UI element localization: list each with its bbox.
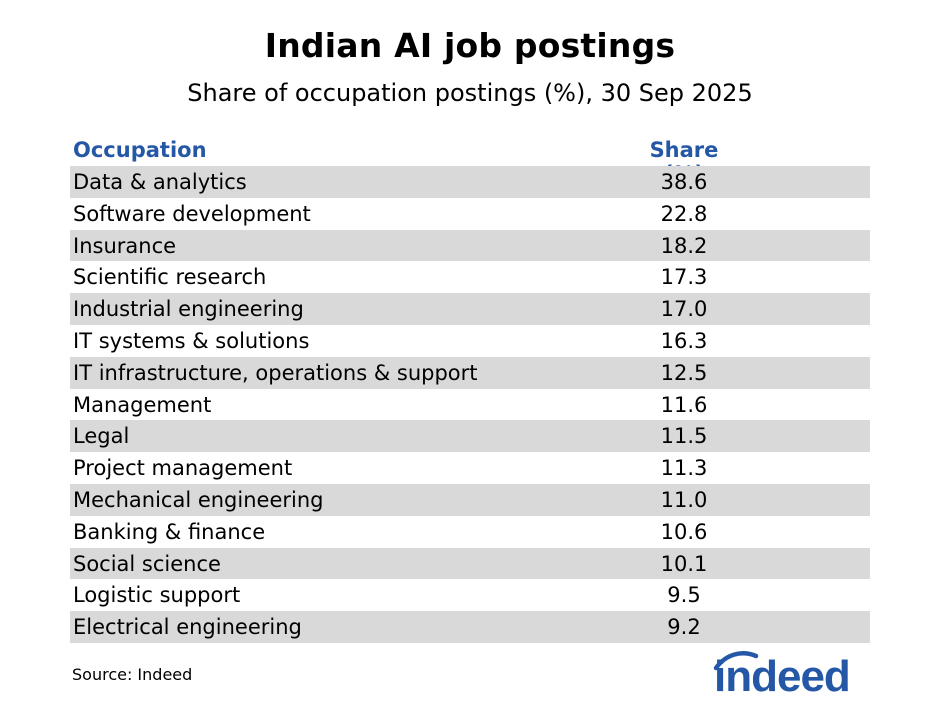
table-row: Mechanical engineering 11.0 xyxy=(70,483,870,516)
occupation-cell: Legal xyxy=(73,424,130,449)
occupation-cell: Banking & finance xyxy=(73,519,266,544)
occupation-cell: IT systems & solutions xyxy=(73,328,310,353)
table-row: Management 11.6 xyxy=(70,389,870,421)
table-header: Occupation Share (%) xyxy=(70,134,870,186)
table-row: Insurance 18.2 xyxy=(70,229,870,262)
occupation-cell: Project management xyxy=(73,456,293,481)
table-row: Software development 22.8 xyxy=(70,198,870,230)
chart-title: Indian AI job postings xyxy=(264,26,676,65)
share-cell: 11.6 xyxy=(660,392,708,417)
occupation-cell: Industrial engineering xyxy=(73,297,304,322)
indeed-logo-mark: indeed xyxy=(713,651,851,701)
share-cell: 11.3 xyxy=(660,456,708,481)
occupation-cell: Management xyxy=(73,392,212,417)
table-row: Logistic support 9.5 xyxy=(70,579,870,611)
share-cell: 10.6 xyxy=(660,519,708,544)
share-cell: 38.6 xyxy=(660,170,708,194)
share-cell: 17.3 xyxy=(660,265,708,290)
indeed-logo: indeed xyxy=(712,646,872,702)
occupation-cell: Electrical engineering xyxy=(73,615,302,640)
share-cell: 12.5 xyxy=(660,360,708,385)
share-cell: 11.5 xyxy=(660,424,708,449)
data-table: Occupation Share (%) Data & analytics 38.… xyxy=(70,134,870,643)
share-cell: 11.0 xyxy=(660,487,708,512)
table-row: Scientific research 17.3 xyxy=(70,261,870,293)
chart-subtitle: Share of occupation postings (%), 30 Sep… xyxy=(187,79,753,107)
share-cell: 22.8 xyxy=(660,201,708,226)
occupation-cell: Data & analytics xyxy=(73,170,247,194)
table-body: Data & analytics 38.6 Software development… xyxy=(70,166,870,643)
share-cell: 16.3 xyxy=(660,328,708,353)
occupation-cell: IT infrastructure, operations & support xyxy=(73,360,478,385)
table-row: Banking & finance 10.6 xyxy=(70,516,870,548)
table-row: Industrial engineering 17.0 xyxy=(70,293,870,325)
share-cell: 17.0 xyxy=(660,297,708,322)
table-row: IT infrastructure, operations & support 1… xyxy=(70,356,870,389)
occupation-cell: Mechanical engineering xyxy=(73,487,324,512)
share-cell: 9.2 xyxy=(667,615,701,640)
share-cell: 18.2 xyxy=(660,233,708,258)
logo-wordmark: indeed xyxy=(714,652,850,698)
table-row: Project management 11.3 xyxy=(70,452,870,484)
table-row: Data & analytics 38.6 xyxy=(70,166,870,198)
table-row: Legal 11.5 xyxy=(70,420,870,453)
occupation-cell: Social science xyxy=(73,551,221,576)
occupation-cell: Scientific research xyxy=(73,265,267,290)
table-row: Electrical engineering 9.2 xyxy=(70,611,870,643)
table-row: Social science 10.1 xyxy=(70,547,870,580)
column-header-occupation: Occupation xyxy=(73,138,207,162)
occupation-cell: Insurance xyxy=(73,233,177,258)
source-note: Source: Indeed xyxy=(72,665,193,684)
table-row: IT systems & solutions 16.3 xyxy=(70,325,870,357)
share-cell: 9.5 xyxy=(667,583,701,608)
occupation-cell: Logistic support xyxy=(73,583,241,608)
occupation-cell: Software development xyxy=(73,201,311,226)
share-cell: 10.1 xyxy=(660,551,708,576)
